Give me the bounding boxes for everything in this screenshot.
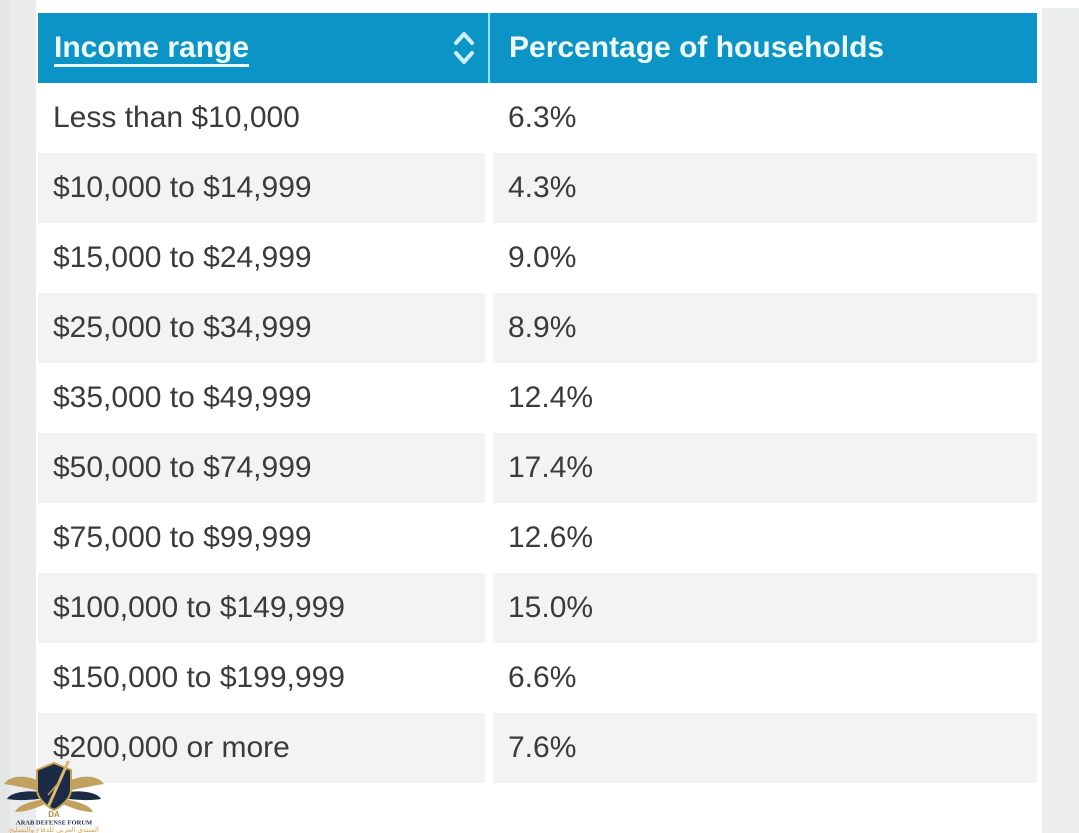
- income-distribution-table: Income range Percentage of households Le…: [38, 13, 1037, 783]
- right-wing-icon: [61, 776, 104, 812]
- watermark-monogram: DA: [48, 810, 60, 819]
- table-row: $75,000 to $99,999 12.6%: [38, 503, 1037, 573]
- income-range-cell: $150,000 to $199,999: [38, 643, 485, 713]
- column-gutter: [485, 503, 493, 573]
- table-row: $10,000 to $14,999 4.3%: [38, 153, 1037, 223]
- shield-icon: [36, 761, 72, 812]
- income-range-cell: $15,000 to $24,999: [38, 223, 485, 293]
- column-gutter: [485, 223, 493, 293]
- table-row: $200,000 or more 7.6%: [38, 713, 1037, 783]
- income-range-cell: $75,000 to $99,999: [38, 503, 485, 573]
- income-range-cell: $50,000 to $74,999: [38, 433, 485, 503]
- table-row: $100,000 to $149,999 15.0%: [38, 573, 1037, 643]
- table-row: $15,000 to $24,999 9.0%: [38, 223, 1037, 293]
- table-row: $50,000 to $74,999 17.4%: [38, 433, 1037, 503]
- percentage-cell: 15.0%: [493, 573, 1037, 643]
- column-header-percentage: Percentage of households: [509, 31, 885, 64]
- column-gutter: [485, 363, 493, 433]
- header-column-divider: [485, 13, 493, 83]
- percentage-cell: 17.4%: [493, 433, 1037, 503]
- percentage-cell: 6.6%: [493, 643, 1037, 713]
- column-gutter: [485, 433, 493, 503]
- arab-defense-forum-watermark: DA ARAB DEFENSE FORUM المنتدى العربي للد…: [4, 761, 104, 833]
- percentage-cell: 8.9%: [493, 293, 1037, 363]
- income-range-cell: $10,000 to $14,999: [38, 153, 485, 223]
- column-gutter: [485, 573, 493, 643]
- column-gutter: [485, 153, 493, 223]
- page-gutter-right: [1042, 8, 1079, 833]
- percentage-cell: 7.6%: [493, 713, 1037, 783]
- income-range-cell: $100,000 to $149,999: [38, 573, 485, 643]
- percentage-cell: 4.3%: [493, 153, 1037, 223]
- income-range-sort-link[interactable]: Income range: [54, 31, 250, 64]
- watermark-title: ARAB DEFENSE FORUM: [16, 820, 92, 827]
- table-body: Less than $10,000 6.3% $10,000 to $14,99…: [38, 83, 1037, 783]
- page-gutter-left: [0, 0, 36, 833]
- table-row: $35,000 to $49,999 12.4%: [38, 363, 1037, 433]
- column-gutter: [485, 293, 493, 363]
- income-range-cell: $35,000 to $49,999: [38, 363, 485, 433]
- table-row: $150,000 to $199,999 6.6%: [38, 643, 1037, 713]
- column-gutter: [485, 713, 493, 783]
- table-row: Less than $10,000 6.3%: [38, 83, 1037, 153]
- left-wing-icon: [4, 776, 47, 812]
- income-range-cell: $200,000 or more: [38, 713, 485, 783]
- percentage-cell: 12.4%: [493, 363, 1037, 433]
- column-header-income-range[interactable]: Income range: [38, 13, 485, 83]
- sort-up-down-icon[interactable]: [451, 29, 477, 67]
- income-range-cell: $25,000 to $34,999: [38, 293, 485, 363]
- income-range-cell: Less than $10,000: [38, 83, 485, 153]
- watermark-arabic-subtitle: المنتدى العربي للدفاع والتسليح: [9, 826, 99, 833]
- percentage-cell: 12.6%: [493, 503, 1037, 573]
- table-row: $25,000 to $34,999 8.9%: [38, 293, 1037, 363]
- column-gutter: [485, 643, 493, 713]
- percentage-cell: 9.0%: [493, 223, 1037, 293]
- percentage-cell: 6.3%: [493, 83, 1037, 153]
- table-header-row: Income range Percentage of households: [38, 13, 1037, 83]
- column-gutter: [485, 83, 493, 153]
